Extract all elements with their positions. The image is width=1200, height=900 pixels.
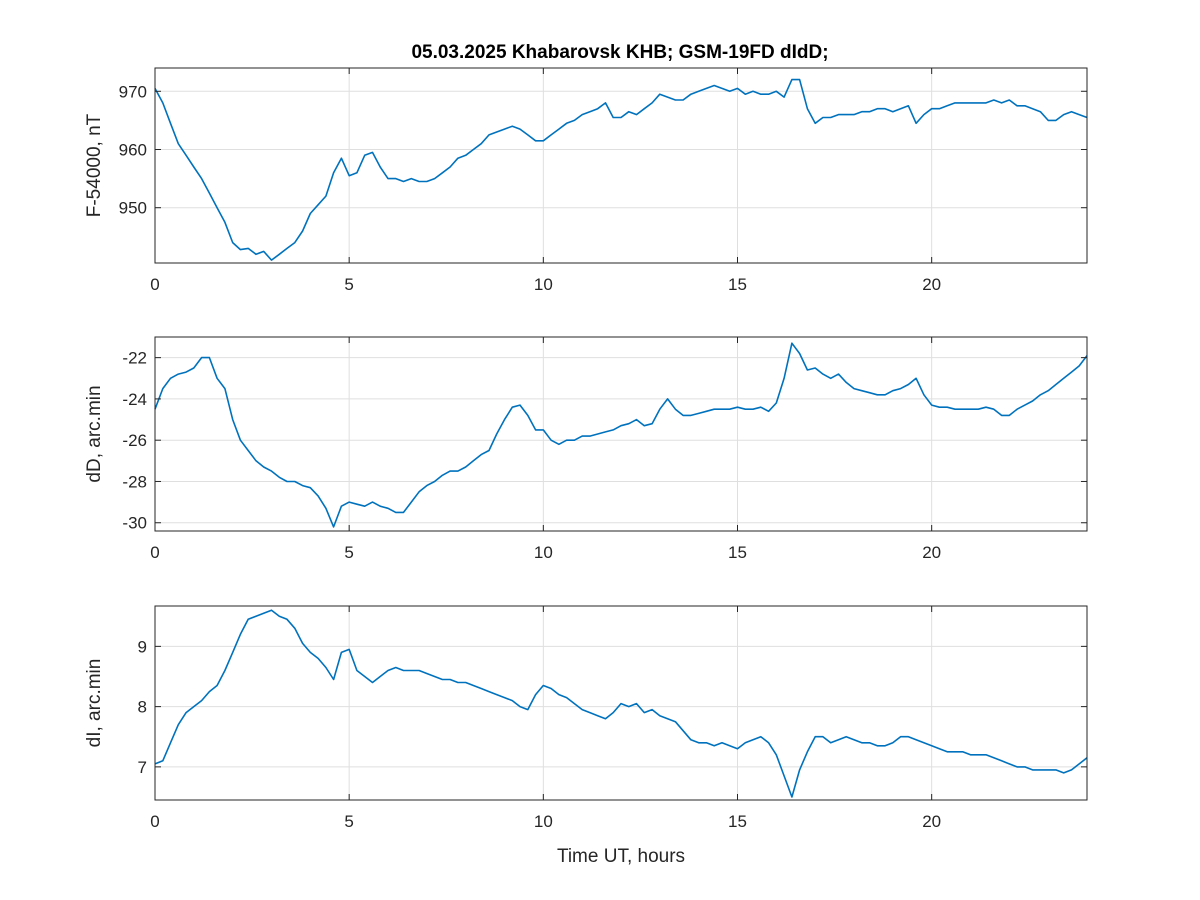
x-tick-label: 0: [150, 543, 159, 562]
subplot-f: 0 5 10 15 20 950 960 970 F-54000, nT: [84, 67, 1088, 294]
y-tick-label: -28: [122, 472, 147, 491]
x-tick-label: 5: [344, 812, 353, 831]
x-tick-label: 10: [534, 812, 553, 831]
axes-frame-f: [154, 67, 1088, 264]
x-tick-label: 20: [922, 543, 941, 562]
x-tick-label: 15: [728, 543, 747, 562]
x-tick-label: 0: [150, 812, 159, 831]
y-tick-label: -24: [122, 390, 147, 409]
grid-di: [154, 606, 1087, 800]
series-line-f: [154, 78, 1088, 261]
series-line-dd: [154, 342, 1088, 528]
x-tick-label: 15: [728, 812, 747, 831]
axes-frame-di: [154, 605, 1088, 801]
x-tick-label: 10: [534, 275, 553, 294]
y-tick-label: -30: [122, 514, 147, 533]
grid-f: [154, 68, 1087, 263]
x-tick-label: 20: [922, 275, 941, 294]
y-tick-label: 950: [119, 199, 147, 218]
y-tick-label: -26: [122, 431, 147, 450]
x-tick-label: 5: [344, 275, 353, 294]
x-tick-label: 20: [922, 812, 941, 831]
y-axis-label-f: F-54000, nT: [84, 113, 105, 217]
subplot-dd: 0 5 10 15 20 -30 -28 -26 -24 -22 dD, arc.min: [84, 336, 1088, 562]
plot-area-f: [155, 68, 1087, 263]
y-tick-label: 970: [119, 82, 147, 101]
x-tick-label: 0: [150, 275, 159, 294]
x-tick-label: 10: [534, 543, 553, 562]
y-tick-label: 8: [138, 698, 147, 717]
y-axis-label-di: dI, arc.min: [84, 659, 105, 748]
x-tick-label: 15: [728, 275, 747, 294]
y-tick-label: 960: [119, 140, 147, 159]
plot-area-dd: [155, 337, 1087, 531]
y-tick-label: 9: [138, 637, 147, 656]
y-axis-label-dd: dD, arc.min: [84, 385, 105, 482]
x-axis-label: Time UT, hours: [557, 846, 685, 867]
figure-title: 05.03.2025 Khabarovsk KHB; GSM-19FD dIdD…: [411, 42, 828, 63]
y-tick-label: 7: [138, 758, 147, 777]
series-line-di: [154, 609, 1088, 798]
axes-frame-dd: [154, 336, 1088, 532]
grid-dd: [154, 337, 1087, 531]
y-tick-label: -22: [122, 349, 147, 368]
subplot-di: 0 5 10 15 20 7 8 9 dI, arc.min Time UT, hours: [84, 605, 1088, 867]
x-tick-label: 5: [344, 543, 353, 562]
